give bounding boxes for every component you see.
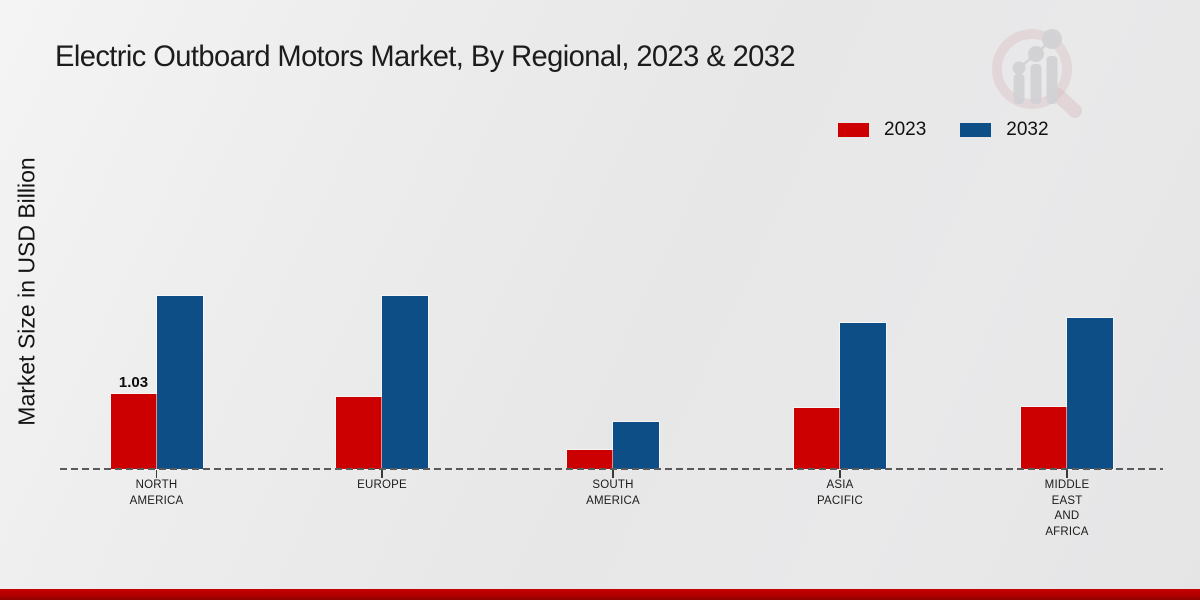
x-axis-tick: [381, 470, 383, 478]
mrfr-logo-watermark-icon: [992, 29, 1082, 118]
bar-2023-south-america: [567, 450, 613, 469]
y-axis-label: Market Size in USD Billion: [13, 157, 40, 426]
x-axis-label-asia-pacific: ASIA PACIFIC: [817, 479, 863, 507]
legend-swatch-2023: [838, 123, 869, 137]
bar-2032-north-america: [156, 295, 203, 469]
x-axis-label-europe: EUROPE: [357, 479, 407, 491]
legend-label-2032: 2032: [1006, 119, 1049, 140]
x-axis-label-south-america: SOUTH AMERICA: [586, 479, 640, 507]
x-axis-baseline: [60, 468, 1163, 470]
bar-2032-asia-pacific: [840, 322, 886, 469]
bar-2023-asia-pacific: [794, 407, 840, 469]
x-axis-tick: [1066, 470, 1068, 478]
x-axis-label-north-america: NORTH AMERICA: [129, 479, 184, 507]
footer-red-bar: [0, 589, 1200, 600]
x-axis-tick: [155, 470, 158, 478]
bar-2023-middle-east-and-africa: [1021, 407, 1067, 469]
chart-title: Electric Outboard Motors Market, By Regi…: [55, 40, 796, 73]
bar-2032-south-america: [613, 421, 659, 469]
bar-value-label: 1.03: [118, 374, 149, 392]
x-axis-tick: [839, 470, 841, 478]
x-axis-tick: [612, 470, 614, 478]
legend-swatch-2032: [960, 123, 992, 137]
legend-item-2032: 2032: [960, 119, 1049, 141]
legend-item-2023: 2023: [838, 119, 926, 141]
legend: 2023 2032: [838, 119, 1049, 141]
bar-2032-europe: [382, 295, 428, 469]
bar-2032-middle-east-and-africa: [1067, 318, 1113, 469]
legend-label-2023: 2023: [884, 119, 927, 140]
bar-2023-europe: [336, 396, 382, 469]
x-axis-label-middle-east-and-africa: MIDDLE EAST AND AFRICA: [1044, 479, 1090, 538]
bar-2023-north-america: [110, 394, 157, 469]
